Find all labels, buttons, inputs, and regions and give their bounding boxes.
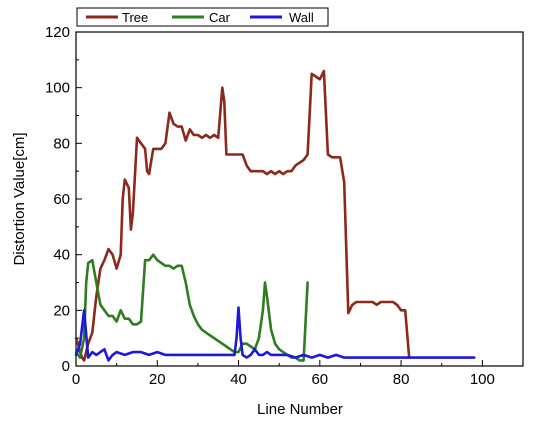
legend-label-car: Car (209, 10, 231, 25)
plot-frame (75, 31, 524, 367)
legend: Tree Car Wall (76, 7, 329, 27)
x-tick-label: 40 (230, 371, 247, 388)
y-tick-label: 120 (45, 24, 70, 41)
series-line-wall (74, 306, 476, 362)
y-tick-label: 60 (53, 191, 70, 208)
ticks-layer: 0 20 40 60 80 100 0 20 40 60 80 100 120 (45, 24, 524, 388)
x-tick-label: 100 (470, 371, 495, 388)
series-line-tree (74, 69, 411, 362)
y-tick-label: 40 (53, 247, 70, 264)
y-tick-label: 80 (53, 135, 70, 152)
y-tick-label: 0 (62, 358, 70, 375)
x-tick-label: 80 (393, 371, 410, 388)
x-tick-label: 20 (149, 371, 166, 388)
legend-label-wall: Wall (289, 10, 314, 25)
x-axis-title: Line Number (257, 401, 343, 418)
legend-label-tree: Tree (122, 10, 148, 25)
series-layer (74, 69, 476, 362)
series-line-car (74, 253, 309, 362)
y-tick-label: 100 (45, 80, 70, 97)
y-tick-label: 20 (53, 302, 70, 319)
y-axis-title: Distortion Value[cm] (11, 132, 28, 265)
x-tick-label: 0 (72, 371, 80, 388)
x-tick-label: 60 (311, 371, 328, 388)
